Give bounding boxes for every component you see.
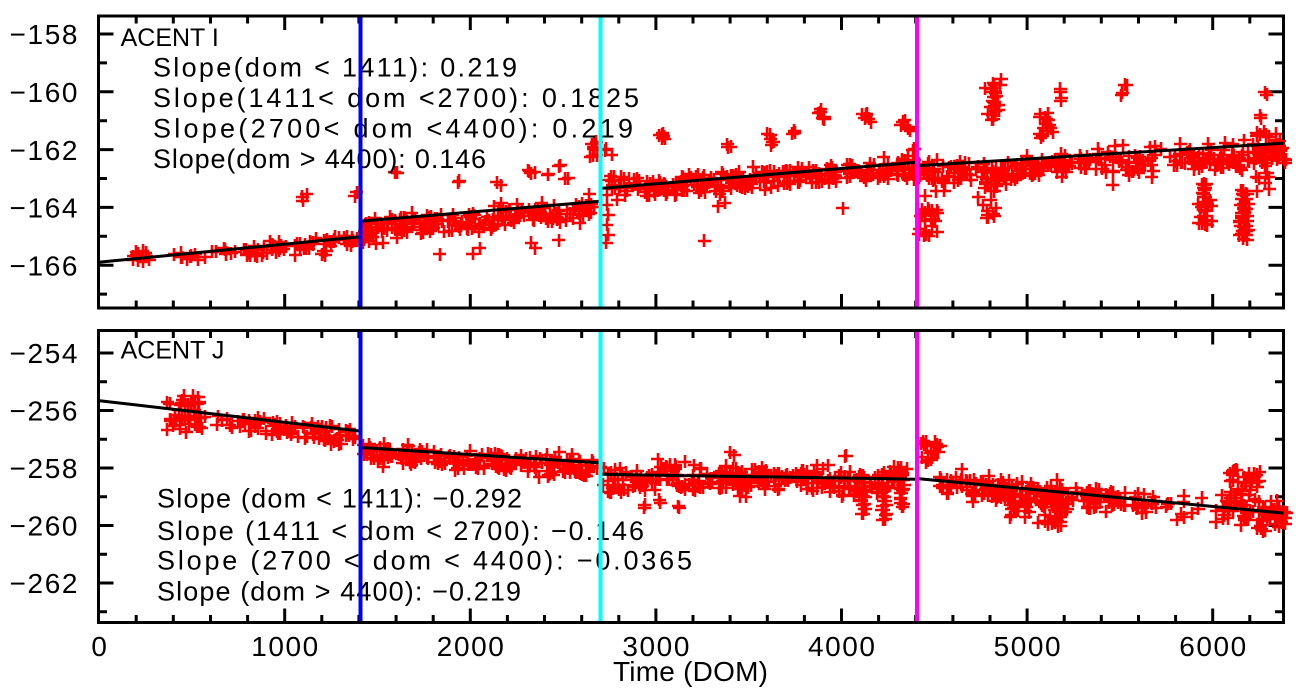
svg-text:4000: 4000 xyxy=(808,631,875,662)
svg-text:Slope (1411 < dom < 2700): −0.: Slope (1411 < dom < 2700): −0.146 xyxy=(157,516,644,546)
svg-text:Slope (dom < 1411): −0.292: Slope (dom < 1411): −0.292 xyxy=(157,484,522,514)
svg-text:Slope (dom > 4400): −0.219: Slope (dom > 4400): −0.219 xyxy=(157,577,521,607)
svg-text:0: 0 xyxy=(91,631,107,662)
svg-text:Slope(2700< dom <4400): 0.219: Slope(2700< dom <4400): 0.219 xyxy=(153,113,633,143)
svg-text:6000: 6000 xyxy=(1179,631,1246,662)
svg-text:ACENT I: ACENT I xyxy=(121,24,219,52)
svg-text:Slope(dom > 4400): 0.146: Slope(dom > 4400): 0.146 xyxy=(153,144,486,174)
svg-text:Time (DOM): Time (DOM) xyxy=(613,656,768,687)
svg-text:Slope (2700 < dom < 4400): −0.: Slope (2700 < dom < 4400): −0.0365 xyxy=(157,546,692,576)
svg-text:ACENT J: ACENT J xyxy=(121,336,225,364)
svg-text:3000: 3000 xyxy=(622,631,689,662)
svg-text:Slope(1411< dom <2700): 0.1825: Slope(1411< dom <2700): 0.1825 xyxy=(153,83,639,113)
svg-text:2000: 2000 xyxy=(437,631,504,662)
svg-text:Slope(dom < 1411): 0.219: Slope(dom < 1411): 0.219 xyxy=(153,53,517,83)
svg-text:1000: 1000 xyxy=(251,631,318,662)
svg-text:5000: 5000 xyxy=(994,631,1061,662)
